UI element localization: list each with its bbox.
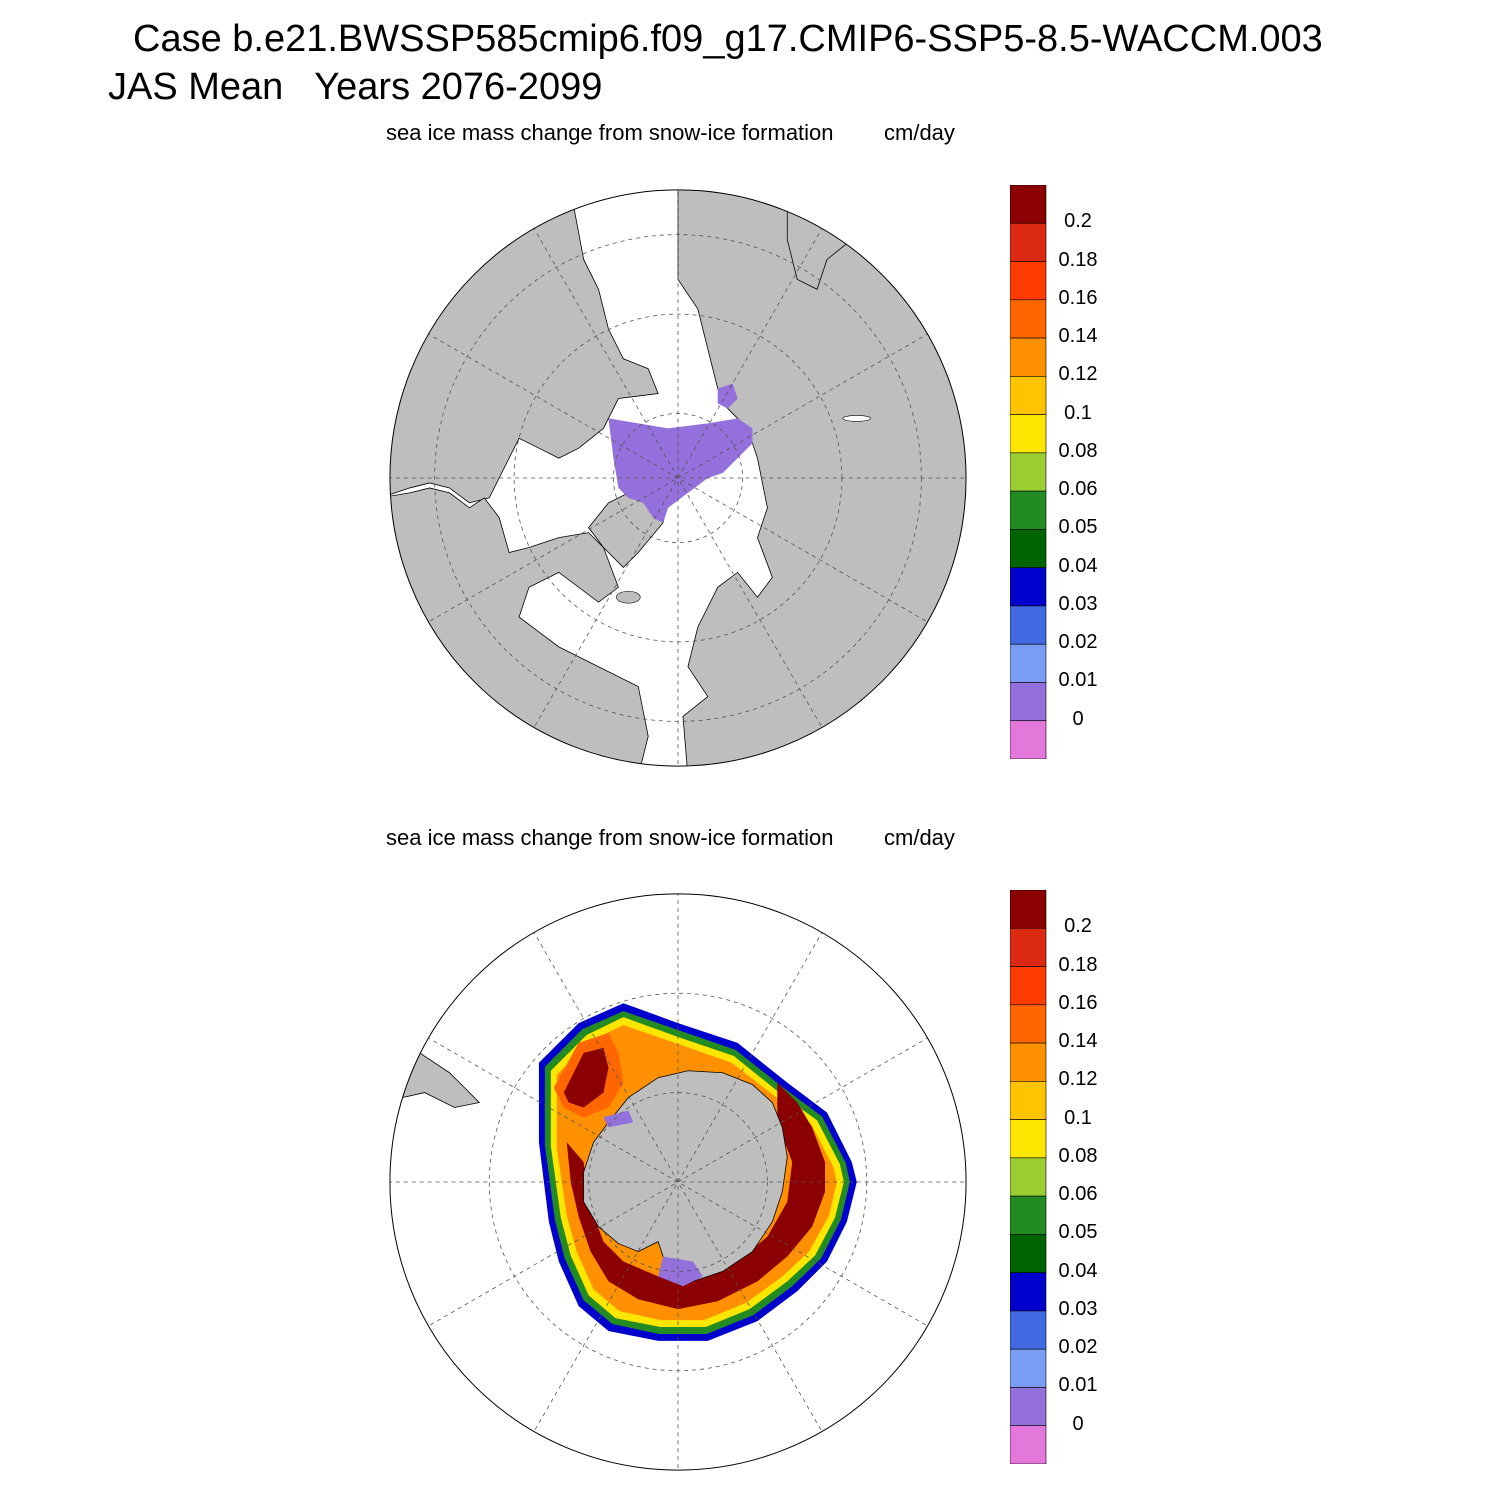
north-colorbar-label: 0.01 [1058,669,1098,692]
north-colorbar-label: 0.05 [1058,516,1098,539]
north-colorbar-swatch [1010,414,1047,454]
south-colorbar-swatch [1010,1042,1047,1082]
south-colorbar-swatch [1010,1195,1047,1235]
south-seaice-core-red [566,1082,826,1310]
south-colorbar-swatch [1010,966,1047,1006]
south-plot-units: cm/day [884,825,955,850]
south-colorbar-swatch [1010,890,1047,929]
south-colorbar-swatch [1010,1119,1047,1159]
south-polar-map [389,893,967,1471]
north-colorbar-label: 0.06 [1058,478,1098,501]
north-colorbar-swatch [1010,337,1047,377]
figure-title: Case b.e21.BWSSP585cmip6.f09_g17.CMIP6-S… [133,18,1323,60]
south-colorbar-label: 0.01 [1058,1374,1098,1397]
south-colorbar-label: 0.06 [1058,1183,1098,1206]
south-colorbar-label: 0.08 [1058,1144,1098,1167]
north-colorbar-swatch [1010,299,1047,339]
north-polar-map [389,189,967,767]
south-plot-title: sea ice mass change from snow-ice format… [386,825,834,850]
north-land-iceland [616,590,641,604]
north-colorbar-swatch [1010,261,1047,301]
south-colorbar-label: 0.04 [1058,1259,1098,1282]
north-colorbar-swatch [1010,222,1047,262]
north-colorbar-label: 0.03 [1058,592,1098,615]
south-map-border [389,893,967,1471]
north-colorbar-label: 0 [1072,707,1084,730]
north-colorbar-swatch [1010,529,1047,568]
north-colorbar-swatch [1010,490,1047,530]
south-colorbar-swatch [1010,1081,1047,1120]
south-colorbar-label: 0.16 [1058,991,1098,1014]
south-colorbar-swatch [1010,927,1047,967]
south-colorbar-label: 0.02 [1058,1336,1098,1359]
north-colorbar-swatch [1010,376,1047,415]
south-colorbar-label: 0.2 [1064,915,1092,938]
north-colorbar-swatch [1010,185,1047,224]
north-colorbar-swatch [1010,682,1047,722]
south-colorbar-label: 0.12 [1058,1068,1098,1091]
north-colorbar-swatch [1010,605,1047,645]
figure-subtitle: JAS Mean Years 2076-2099 [108,66,603,108]
south-colorbar-label: 0.1 [1064,1106,1092,1129]
north-colorbar-label: 0.02 [1058,631,1098,654]
north-lake [842,415,872,422]
north-colorbar-label: 0.08 [1058,439,1098,462]
north-seaice-field [608,418,753,523]
south-colorbar-label: 0.05 [1058,1221,1098,1244]
south-colorbar-swatch [1010,1348,1047,1388]
north-colorbar-label: 0.04 [1058,554,1098,577]
north-colorbar-label: 0.18 [1058,248,1098,271]
north-colorbar-swatch [1010,452,1047,492]
north-colorbar-label: 0.16 [1058,286,1098,309]
south-seaice-weddell-core [563,1047,609,1108]
north-colorbar-label: 0.2 [1064,210,1092,233]
north-colorbar-label: 0.1 [1064,401,1092,424]
north-colorbar-swatch [1010,720,1047,759]
north-colorbar-label: 0.14 [1058,325,1098,348]
north-colorbar-label: 0.12 [1058,363,1098,386]
north-plot-title: sea ice mass change from snow-ice format… [386,120,834,145]
south-colorbar-swatch [1010,1272,1047,1312]
south-land-antarctica [583,1070,788,1282]
north-seaice-beaufort [717,383,738,409]
north-plot-units: cm/day [884,120,955,145]
south-colorbar-label: 0.14 [1058,1030,1098,1053]
south-colorbar-swatch [1010,1234,1047,1273]
south-colorbar-label: 0.03 [1058,1297,1098,1320]
south-colorbar-swatch [1010,1425,1047,1464]
south-colorbar-label: 0 [1072,1412,1084,1435]
south-colorbar-label: 0.18 [1058,953,1098,976]
north-colorbar-swatch [1010,567,1047,607]
south-colorbar [1010,890,1047,1464]
north-colorbar-swatch [1010,643,1047,683]
south-colorbar-swatch [1010,1387,1047,1427]
south-colorbar-swatch [1010,1004,1047,1044]
north-map-border [389,189,967,767]
north-colorbar [1010,185,1047,759]
south-colorbar-swatch [1010,1157,1047,1197]
south-colorbar-swatch [1010,1310,1047,1350]
